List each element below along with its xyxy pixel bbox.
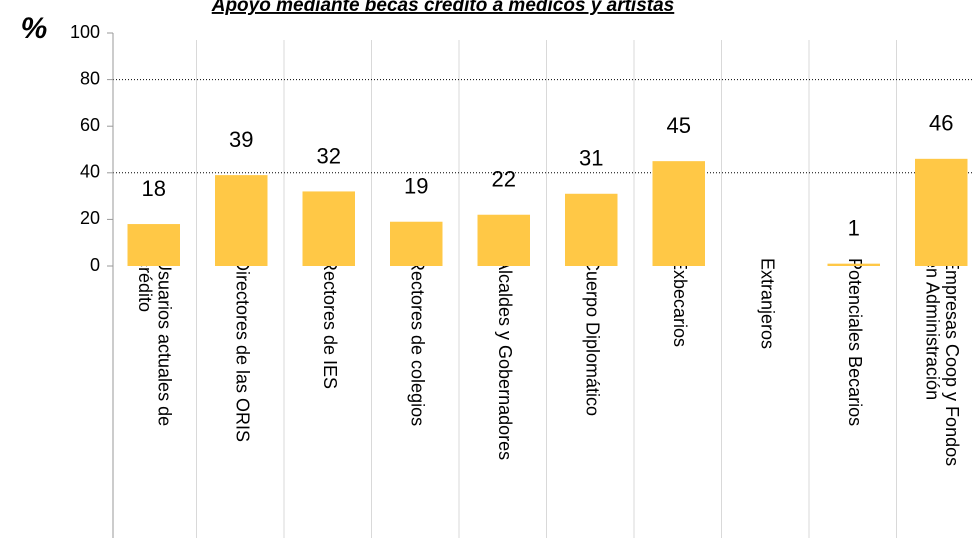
bar [652, 161, 705, 266]
bar [215, 175, 268, 266]
value-label: 39 [229, 127, 253, 152]
y-tick-label: 60 [80, 115, 100, 135]
bar [915, 158, 968, 266]
chart-title: Apoyo mediante becas crédito a médicos y… [211, 0, 675, 16]
x-tick-label: Alcaldes y Gobernadores [495, 258, 515, 460]
x-tick-label: Directores de las ORIS [233, 258, 253, 442]
value-label: 19 [404, 174, 428, 199]
y-tick-label: 0 [90, 255, 100, 275]
value-label: 22 [492, 167, 516, 192]
value-label: 45 [667, 113, 691, 138]
y-tick-label: 40 [80, 162, 100, 182]
bar [827, 263, 880, 266]
bar [127, 224, 180, 266]
y-tick-label: 20 [80, 208, 100, 228]
value-label: 31 [579, 146, 603, 171]
y-tick-label: 80 [80, 68, 100, 88]
x-tick-label: Rectores de IES [320, 258, 340, 389]
value-label: 46 [929, 111, 953, 136]
value-label: 1 [848, 215, 860, 240]
x-tick-label: Empresas Coop y Fondosen Administración [923, 258, 963, 466]
x-tick-label: Potenciales Becarios [845, 258, 865, 426]
bar [302, 191, 355, 266]
bar [565, 193, 618, 266]
x-tick-label: Exbecarios [670, 258, 690, 347]
bar [477, 214, 530, 266]
value-label: 18 [142, 176, 166, 201]
x-tick-label: Cuerpo Diplomático [583, 258, 603, 416]
bar [390, 221, 443, 266]
x-tick-label: Rectores de colegios [408, 258, 428, 426]
x-tick-label: Usuarios actuales decrédito [135, 258, 175, 426]
value-label: 32 [317, 143, 341, 168]
y-tick-label: 100 [70, 22, 100, 42]
y-unit: % [21, 12, 48, 45]
x-tick-label: Extranjeros [758, 258, 778, 349]
